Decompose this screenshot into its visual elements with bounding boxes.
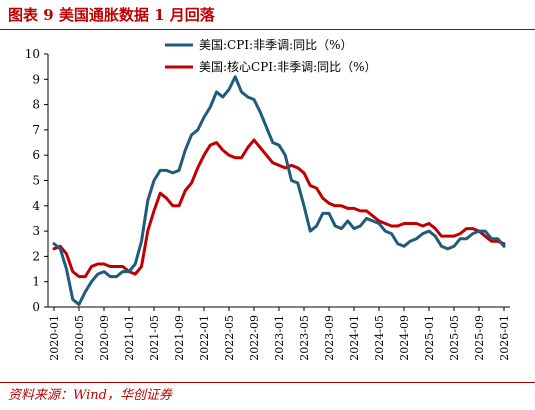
- x-tick-label: 2022-09: [248, 315, 261, 361]
- title-divider: [0, 29, 535, 30]
- footer-divider: [0, 382, 535, 383]
- chart-axes: 0 1 2 3 4 5 6 7 8 9 10 2020-01 2020-05 2020-09 2021-01…: [25, 47, 511, 361]
- y-tick-label: 1: [32, 275, 40, 289]
- y-tick-label: 7: [32, 123, 40, 137]
- y-tick-label: 10: [25, 47, 40, 61]
- chart-series: [52, 75, 506, 306]
- x-tick-label: 2026-01: [498, 315, 511, 361]
- y-tick-label: 3: [32, 224, 40, 238]
- x-tick-label: 2023-09: [323, 315, 336, 361]
- y-tick-label: 0: [32, 300, 40, 314]
- x-tick-label: 2020-09: [98, 315, 111, 361]
- y-tick-label: 5: [32, 174, 40, 188]
- x-tick-label: 2024-05: [373, 315, 386, 361]
- x-tick-label: 2021-09: [173, 315, 186, 361]
- x-tick-label: 2024-01: [348, 315, 361, 361]
- x-tick-label: 2020-01: [48, 315, 61, 361]
- y-tick-label: 9: [32, 72, 40, 86]
- x-tick-label: 2025-05: [448, 315, 461, 361]
- line-chart: 0 1 2 3 4 5 6 7 8 9 10 2020-01 2020-05 2020-09 2021-01…: [25, 38, 511, 361]
- legend-label: 美国:CPI:非季调:同比（%）: [199, 38, 353, 52]
- x-tick-label: 2025-01: [423, 315, 436, 361]
- x-tick-label: 2022-05: [223, 315, 236, 361]
- x-tick-label: 2025-09: [473, 315, 486, 361]
- x-tick-label: 2022-01: [198, 315, 211, 361]
- y-tick-label: 2: [32, 249, 40, 263]
- y-tick-label: 6: [32, 148, 40, 162]
- cpi-series-line: [52, 75, 506, 306]
- chart-legend: 美国:CPI:非季调:同比（%） 美国:核心CPI:非季调:同比（%）: [165, 38, 377, 74]
- core-cpi-series-line: [52, 138, 506, 279]
- chart-title: 图表 9 美国通胀数据 1 月回落: [8, 6, 215, 24]
- x-tick-label: 2020-05: [73, 315, 86, 361]
- x-tick-label: 2024-09: [398, 315, 411, 361]
- x-tick-label: 2023-05: [298, 315, 311, 361]
- source-note: 资料来源：Wind，华创证券: [8, 388, 172, 403]
- legend-label: 美国:核心CPI:非季调:同比（%）: [199, 60, 377, 74]
- x-tick-label: 2021-01: [123, 315, 136, 361]
- x-tick-label: 2021-05: [148, 315, 161, 361]
- y-tick-label: 4: [32, 199, 40, 213]
- y-tick-label: 8: [32, 98, 40, 112]
- x-tick-label: 2023-01: [273, 315, 286, 361]
